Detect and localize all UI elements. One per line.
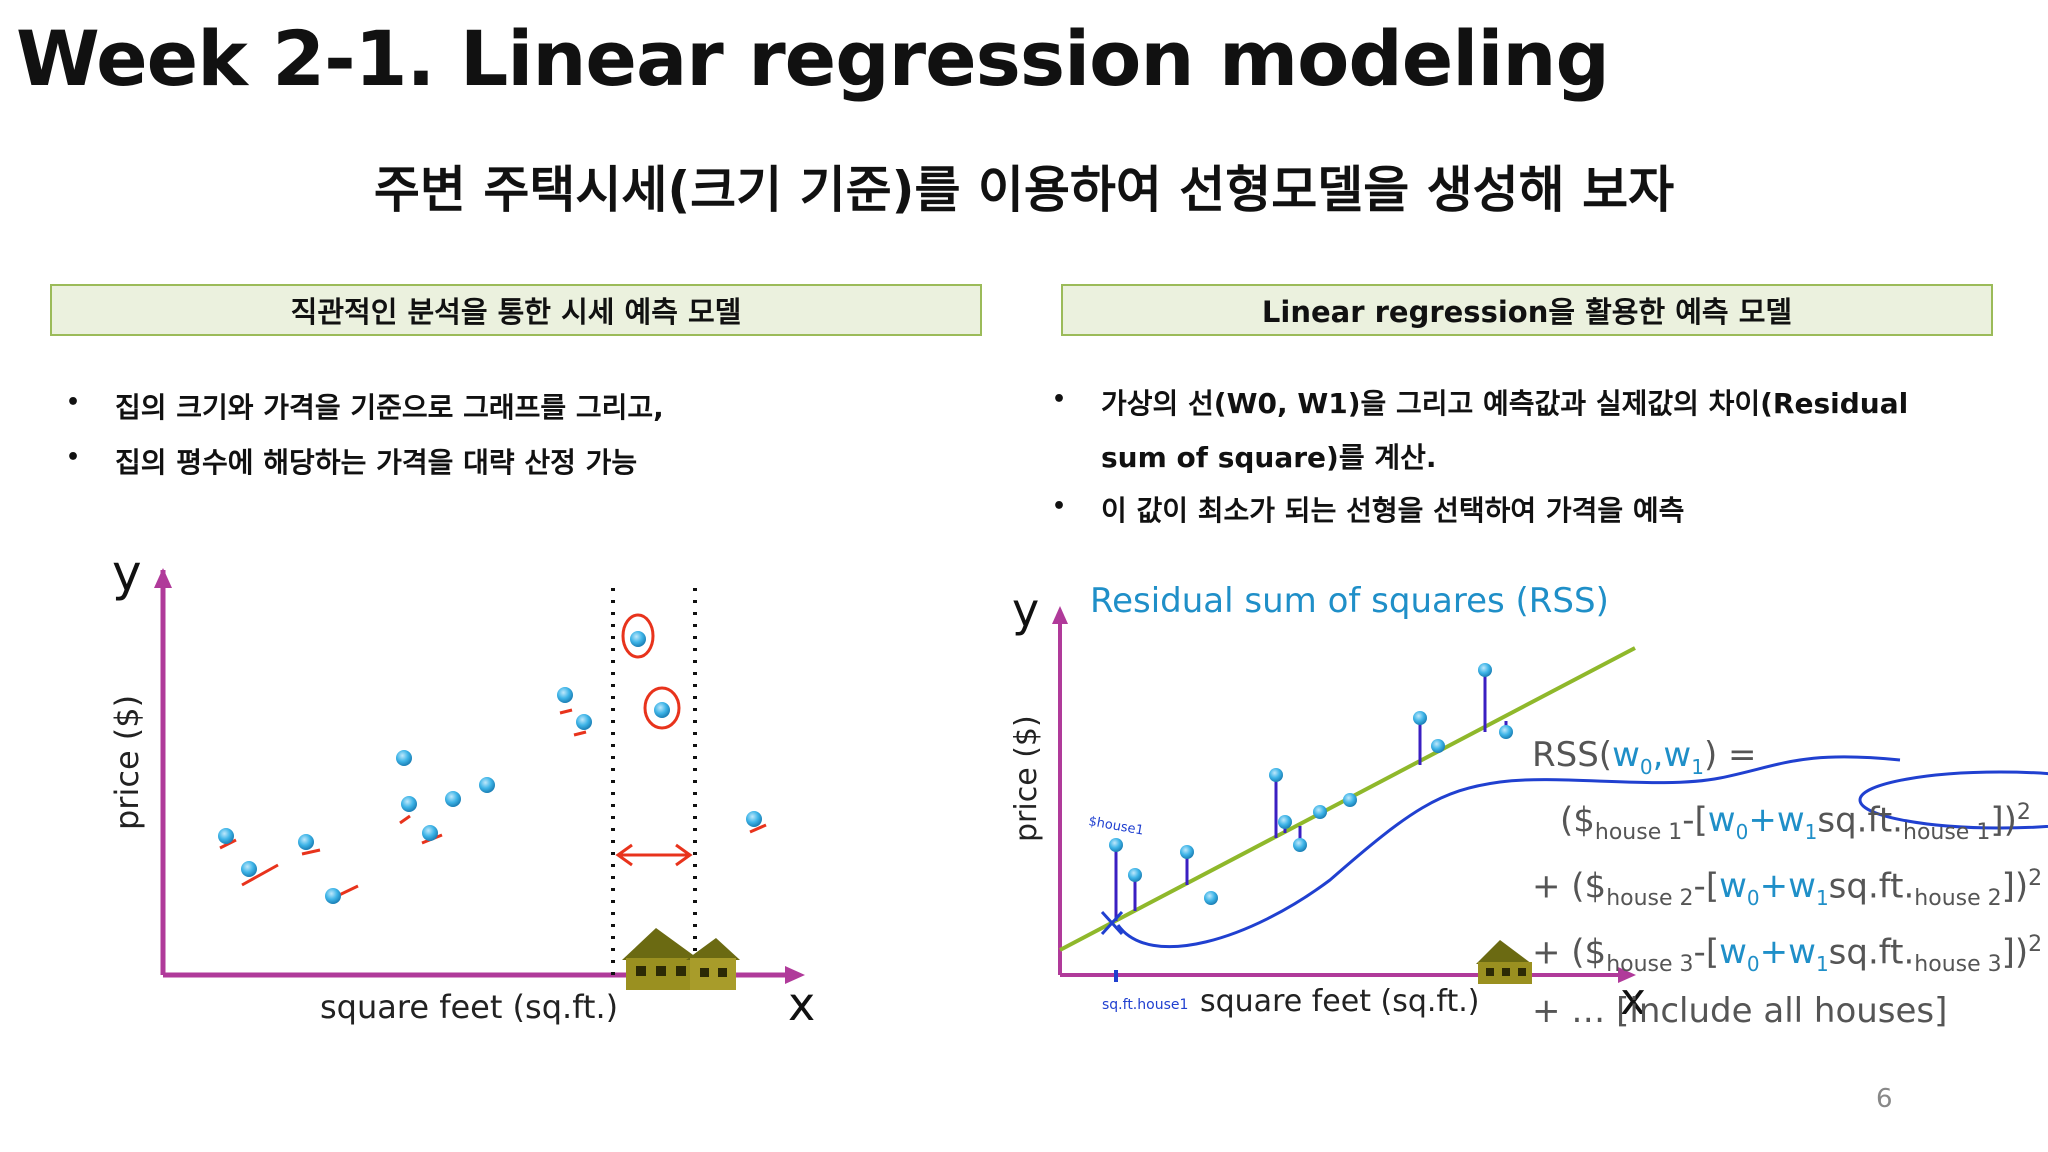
y-axis-arrow — [154, 568, 172, 588]
x-axis-arrow — [785, 966, 805, 984]
right-panel-heading: Linear regression을 활용한 예측 모델 — [1061, 284, 1993, 336]
rss-formula-line-5: + … [include all houses] — [1532, 991, 1948, 1032]
left-scatter-plot: y x price ($) square feet (sq.ft.) — [108, 544, 815, 1031]
cross-mark — [1100, 910, 1124, 936]
y-axis-label: price ($) — [1009, 715, 1044, 842]
right-bullet-2: 이 값이 최소가 되는 선형을 선택하여 가격을 예측 — [1101, 494, 1685, 527]
rss-title: Residual sum of squares (RSS) — [1090, 581, 1609, 621]
bullet-dot: • — [66, 390, 81, 415]
rss-formula-line-3: + ($house 2-[w0+w1sq.ft.house 2])2 — [1532, 865, 2043, 912]
sqft-handwritten: sq.ft.house1 — [1102, 997, 1188, 1013]
left-bullet-2: 집의 평수에 해당하는 가격을 대략 산정 가능 — [115, 446, 638, 479]
price-handwritten: $house1 — [1087, 814, 1145, 838]
left-bullet-1: 집의 크기와 가격을 기준으로 그래프를 그리고, — [115, 391, 664, 424]
x-axis-letter: x — [1620, 974, 1646, 1025]
rss-formula-line-2: ($house 1-[w0+w1sq.ft.house 1])2 — [1560, 799, 2031, 845]
bullet-dot: • — [1052, 494, 1067, 519]
left-panel-heading: 직관적인 분석을 통한 시세 예측 모델 — [50, 284, 982, 336]
rss-formula: RSS(w0,w1) = ($house 1-[w0+w1sq.ft.house… — [1532, 732, 2042, 1034]
data-points — [218, 631, 762, 904]
page-title: Week 2-1. Linear regression modeling — [16, 14, 1610, 103]
bullet-dot: • — [66, 445, 81, 470]
page-number: 6 — [1876, 1084, 1893, 1114]
annotation-curve — [1116, 755, 1901, 949]
bullet-dot: • — [1052, 387, 1067, 412]
right-regression-plot: y x price ($) square feet (sq.ft.) Resid… — [1009, 581, 2048, 1025]
right-bullet-1: 가상의 선(W0, W1)을 그리고 예측값과 실제값의 차이(Residual — [1101, 387, 1909, 420]
y-axis-letter: y — [112, 544, 142, 602]
y-axis-letter: y — [1012, 583, 1039, 637]
house-icon — [622, 928, 740, 990]
x-axis-label: square feet (sq.ft.) — [320, 988, 618, 1026]
highlight-circle — [643, 686, 681, 730]
x-axis-arrow — [1618, 967, 1636, 983]
house-icon — [1476, 940, 1532, 984]
rss-formula-line-4: + ($house 3-[w0+w1sq.ft.house 3])2 — [1532, 932, 2043, 978]
y-axis-arrow — [1052, 606, 1068, 624]
data-points — [1109, 663, 1513, 905]
right-bullet-1-cont: sum of square)를 계산. — [1101, 441, 1437, 474]
annotation-loop — [1858, 770, 2048, 830]
x-axis-letter: x — [788, 977, 815, 1031]
page-subtitle: 주변 주택시세(크기 기준)를 이용하여 선형모델을 생성해 보자 — [373, 161, 1675, 219]
red-annotations — [219, 708, 767, 899]
rss-formula-line-1: RSS(w0,w1) = — [1532, 735, 1757, 779]
x-axis-label: square feet (sq.ft.) — [1200, 984, 1479, 1019]
highlight-circle — [621, 613, 655, 659]
y-axis-label: price ($) — [108, 695, 146, 830]
